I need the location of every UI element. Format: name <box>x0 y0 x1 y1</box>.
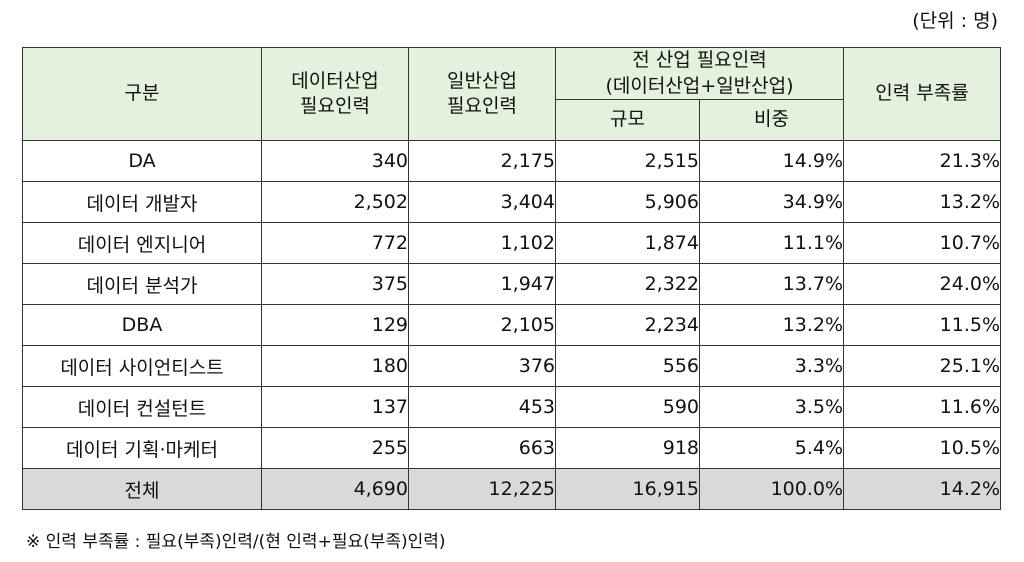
cell-scale: 2,515 <box>555 140 700 183</box>
cell-shortage: 13.2% <box>843 181 1002 224</box>
cell-data-industry: 375 <box>261 263 409 306</box>
cell-general-industry: 12,225 <box>408 468 556 511</box>
cell-scale: 2,234 <box>555 304 700 347</box>
cell-data-industry: 137 <box>261 386 409 429</box>
cell-category: 데이터 컨설턴트 <box>22 386 262 429</box>
cell-shortage: 10.5% <box>843 427 1002 470</box>
header-scale: 규모 <box>555 99 700 142</box>
cell-shortage: 11.5% <box>843 304 1002 347</box>
table-row: 데이터 컨설턴트 137 453 590 3.5% 11.6% <box>22 386 1002 429</box>
cell-category: 데이터 개발자 <box>22 181 262 224</box>
cell-general-industry: 3,404 <box>408 181 556 224</box>
header-row-sub: 규모 비중 <box>23 99 1001 142</box>
table-row: DA 340 2,175 2,515 14.9% 21.3% <box>22 140 1002 183</box>
cell-data-industry: 255 <box>261 427 409 470</box>
workforce-table: 구분 데이터산업 필요인력 일반산업 필요인력 전 산업 필요인력 (데이터산업… <box>22 46 1002 511</box>
header-general-industry-line1: 일반산업 <box>447 69 517 92</box>
header-general-industry-line2: 필요인력 <box>447 95 517 118</box>
cell-shortage: 24.0% <box>843 263 1002 306</box>
cell-share: 14.9% <box>698 140 845 183</box>
total-row: 전체 4,690 12,225 16,915 100.0% 14.2% <box>22 468 1002 511</box>
cell-shortage: 11.6% <box>843 386 1002 429</box>
header-data-industry-line2: 필요인력 <box>300 95 370 118</box>
cell-scale: 2,322 <box>555 263 700 306</box>
cell-general-industry: 453 <box>408 386 556 429</box>
cell-category: DA <box>22 140 262 183</box>
header-category: 구분 <box>22 46 262 142</box>
header-all-industry: 전 산업 필요인력 (데이터산업+일반산업) <box>554 46 845 101</box>
table-row: 데이터 엔지니어 772 1,102 1,874 11.1% 10.7% <box>22 222 1002 265</box>
cell-share: 3.5% <box>698 386 845 429</box>
cell-share: 100.0% <box>698 468 845 511</box>
cell-general-industry: 1,947 <box>408 263 556 306</box>
table-row: 데이터 사이언티스트 180 376 556 3.3% 25.1% <box>22 345 1002 388</box>
header-all-industry-line1: 전 산업 필요인력 <box>632 49 767 71</box>
cell-category: 데이터 분석가 <box>22 263 262 306</box>
cell-shortage: 25.1% <box>843 345 1002 388</box>
cell-category: 데이터 기획·마케터 <box>22 427 262 470</box>
cell-share: 13.2% <box>698 304 845 347</box>
table-row: DBA 129 2,105 2,234 13.2% 11.5% <box>22 304 1002 347</box>
footnote: ※ 인력 부족률 : 필요(부족)인력/(현 인력+필요(부족)인력) <box>26 532 446 552</box>
cell-scale: 16,915 <box>555 468 700 511</box>
header-general-industry: 일반산업 필요인력 <box>408 46 556 142</box>
header-shortage-rate: 인력 부족률 <box>843 46 1002 142</box>
cell-share: 11.1% <box>698 222 845 265</box>
header-share: 비중 <box>698 99 845 142</box>
cell-shortage: 14.2% <box>843 468 1002 511</box>
header-data-industry-line1: 데이터산업 <box>291 69 379 92</box>
cell-share: 34.9% <box>698 181 845 224</box>
cell-category: 전체 <box>22 468 262 511</box>
unit-note: (단위 : 명) <box>912 10 998 32</box>
table-row: 데이터 기획·마케터 255 663 918 5.4% 10.5% <box>22 427 1002 470</box>
cell-share: 3.3% <box>698 345 845 388</box>
cell-data-industry: 340 <box>261 140 409 183</box>
cell-scale: 556 <box>555 345 700 388</box>
table-row: 데이터 분석가 375 1,947 2,322 13.7% 24.0% <box>22 263 1002 306</box>
cell-shortage: 10.7% <box>843 222 1002 265</box>
table-row: 데이터 개발자 2,502 3,404 5,906 34.9% 13.2% <box>22 181 1002 224</box>
cell-general-industry: 376 <box>408 345 556 388</box>
cell-scale: 5,906 <box>555 181 700 224</box>
header-row-top: 구분 데이터산업 필요인력 일반산업 필요인력 전 산업 필요인력 (데이터산업… <box>22 46 1002 142</box>
cell-category: 데이터 사이언티스트 <box>22 345 262 388</box>
header-data-industry: 데이터산업 필요인력 <box>261 46 409 142</box>
cell-share: 13.7% <box>698 263 845 306</box>
cell-category: DBA <box>22 304 262 347</box>
cell-category: 데이터 엔지니어 <box>22 222 262 265</box>
cell-data-industry: 180 <box>261 345 409 388</box>
cell-shortage: 21.3% <box>843 140 1002 183</box>
header-all-industry-line2: (데이터산업+일반산업) <box>605 74 794 97</box>
table-body: DA 340 2,175 2,515 14.9% 21.3% 데이터 개발자 2,502 3,4… <box>22 140 1002 511</box>
cell-scale: 1,874 <box>555 222 700 265</box>
cell-general-industry: 663 <box>408 427 556 470</box>
cell-general-industry: 2,175 <box>408 140 556 183</box>
cell-data-industry: 772 <box>261 222 409 265</box>
cell-data-industry: 4,690 <box>261 468 409 511</box>
cell-data-industry: 129 <box>261 304 409 347</box>
cell-scale: 918 <box>555 427 700 470</box>
cell-scale: 590 <box>555 386 700 429</box>
cell-general-industry: 1,102 <box>408 222 556 265</box>
cell-data-industry: 2,502 <box>261 181 409 224</box>
cell-general-industry: 2,105 <box>408 304 556 347</box>
cell-share: 5.4% <box>698 427 845 470</box>
